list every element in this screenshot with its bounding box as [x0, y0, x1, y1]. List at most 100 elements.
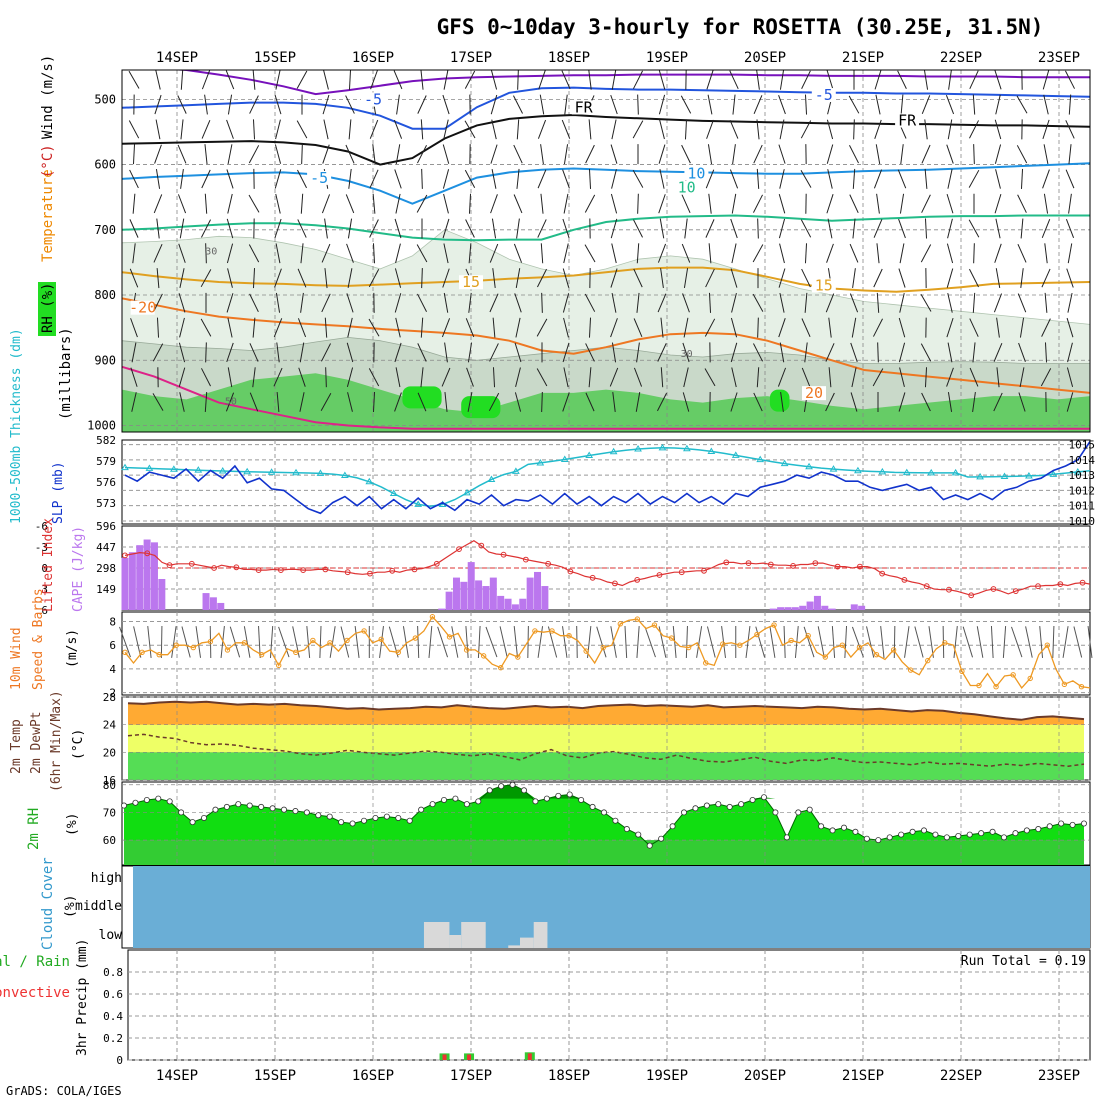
wind-barb [1044, 292, 1048, 313]
wind-barb [804, 243, 808, 264]
wind-barb [731, 293, 737, 313]
wind-barb [368, 269, 380, 288]
rh-axis-label: RH (%) [40, 282, 56, 333]
wind-barb [514, 392, 522, 412]
wind-barb [778, 318, 786, 338]
wind-marker [685, 644, 692, 651]
rh-marker [875, 837, 882, 844]
wind-barb [920, 343, 932, 362]
wind-barb [633, 70, 643, 89]
wind-barb [898, 392, 906, 412]
rh-marker [532, 798, 539, 805]
low-cloud-block [520, 937, 534, 948]
wind-barb [778, 268, 786, 288]
wind-barb [825, 392, 835, 412]
wind-barb [752, 244, 764, 263]
rh-tick-label: 60 [103, 834, 116, 847]
cape-bar [467, 562, 475, 610]
wind-barb [972, 342, 976, 363]
wind-barb [849, 145, 859, 164]
wind-barb [756, 367, 760, 388]
isotherm-label: 15 [462, 273, 480, 291]
wind-barb [924, 367, 928, 388]
wind10m-axis-label: 10m Wind [9, 627, 24, 690]
rh-marker [761, 794, 768, 801]
isotherm-label-bg [802, 386, 826, 401]
wind-barb [516, 119, 520, 140]
wind-barb [637, 94, 639, 115]
wind-barb [1019, 317, 1025, 338]
wind-barb [417, 343, 427, 362]
wind-barb [852, 168, 856, 189]
precip-axis-label: 3hr Precip (mm) [75, 939, 90, 1056]
date-label-top: 17SEP [450, 50, 492, 66]
wind-barb [706, 70, 714, 90]
wind-barb [778, 144, 786, 164]
wind-barb [370, 70, 378, 90]
wind-barb [704, 318, 716, 337]
wind-barb [779, 70, 785, 90]
wind-barb [684, 119, 688, 140]
cape-bar [813, 595, 821, 610]
wind-barb-10m [243, 626, 251, 658]
wind-barb [827, 169, 833, 189]
li-marker [923, 583, 930, 590]
wind-barb [204, 94, 208, 115]
wind-barb [588, 70, 592, 90]
wind-barb [1041, 268, 1051, 288]
wind-barb [633, 318, 643, 338]
wind-barb-10m [706, 626, 716, 658]
wind-barb [416, 194, 428, 213]
wind-barb [204, 144, 208, 165]
wind-barb [540, 193, 544, 214]
wind-barb [921, 95, 931, 115]
wind-barb [801, 70, 811, 89]
isotherm-15 [122, 266, 1090, 293]
wind-barb [705, 169, 715, 189]
wind-barb [537, 268, 547, 288]
wind-barb [947, 292, 953, 313]
wind-marker [207, 638, 214, 645]
rh-marker [1035, 826, 1042, 833]
precip-tick-label: 0.6 [103, 988, 123, 1001]
wind-barb [153, 293, 163, 313]
wind-barb [154, 94, 162, 115]
wind-barb [299, 342, 305, 363]
wind-barb [201, 219, 211, 238]
wind-barb [873, 219, 883, 238]
wind-barb [131, 392, 137, 412]
rh-marker [795, 809, 802, 816]
wind-barb [636, 342, 640, 363]
wind-marker [327, 640, 333, 646]
wind-barb [416, 244, 428, 263]
wind-marker [1078, 684, 1085, 690]
wind-barb [994, 70, 1002, 90]
wind-barb [1043, 94, 1049, 115]
wind-barb [442, 169, 450, 189]
wind-barb [466, 367, 474, 387]
rh-marker [132, 799, 139, 806]
wind-marker [1044, 642, 1051, 648]
wind-barb [730, 268, 738, 288]
wind-barb [1018, 392, 1026, 412]
wind-barb [826, 194, 834, 214]
rh-marker [578, 796, 585, 803]
rh-low-band [124, 840, 1084, 865]
precip-convective-bar [467, 1054, 472, 1060]
li-marker [567, 568, 574, 575]
wind-barb [778, 95, 786, 115]
slp-tick-label: 1010 [1069, 515, 1096, 528]
rh-panel [121, 781, 1091, 866]
li-marker [856, 563, 863, 570]
rh-marker [841, 824, 848, 831]
isotherm-label-bg [307, 170, 332, 185]
wind-barb-10m [893, 625, 896, 659]
wind-barb-10m [685, 625, 688, 659]
wind-barb [779, 169, 785, 189]
rh-marker [703, 802, 710, 809]
temperature-unit-label: (°C) [40, 144, 56, 178]
wind-barb [152, 393, 164, 411]
wind-barb [225, 70, 235, 90]
rh-marker [178, 809, 185, 816]
rh-marker [1012, 830, 1019, 837]
